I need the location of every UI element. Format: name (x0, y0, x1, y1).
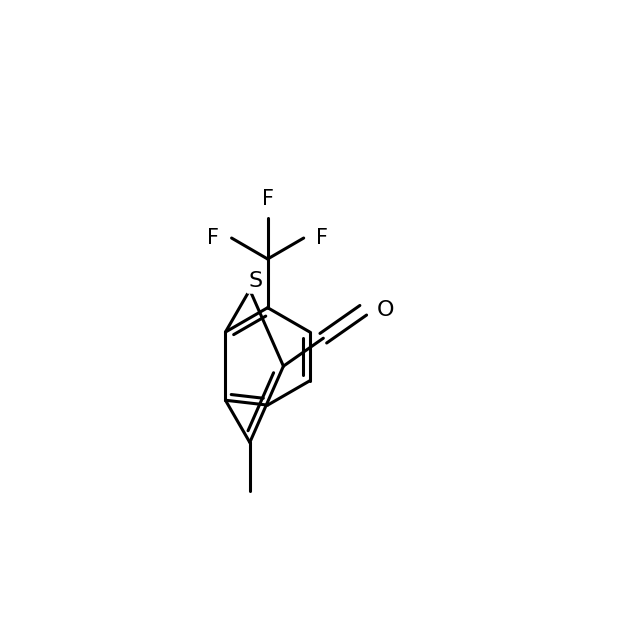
Text: F: F (207, 228, 219, 248)
Text: F: F (316, 228, 328, 248)
Text: F: F (261, 189, 273, 209)
Text: O: O (377, 301, 394, 320)
Text: S: S (249, 271, 263, 291)
